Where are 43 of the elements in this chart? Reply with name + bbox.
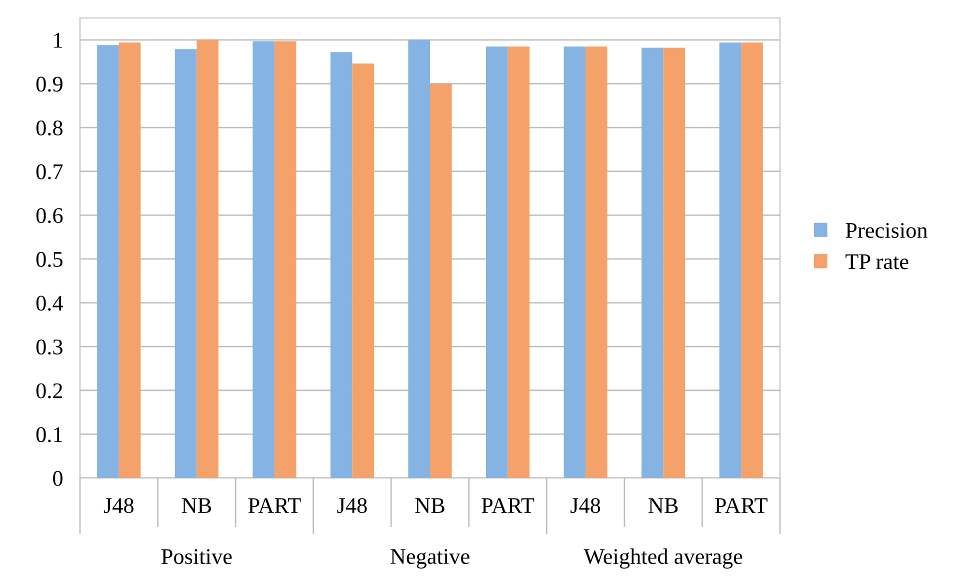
y-tick-label: 0.1 — [36, 427, 62, 442]
bar — [508, 46, 530, 478]
x-tick-label: NB — [648, 498, 678, 513]
x-tick-label: PART — [715, 498, 768, 513]
bar — [97, 45, 119, 478]
legend-label: Precision — [846, 222, 928, 238]
x-tick-label: J48 — [570, 498, 600, 514]
y-tick-label: 0.3 — [36, 340, 62, 355]
bar — [642, 48, 664, 478]
y-tick-label: 1 — [54, 32, 62, 48]
y-tick-label: 0.5 — [36, 252, 62, 267]
bar — [252, 41, 274, 478]
legend-label: TP rate — [846, 254, 908, 270]
bar — [118, 42, 141, 478]
y-tick-label: 0.4 — [36, 296, 63, 311]
bar — [408, 40, 430, 478]
text: Negative — [390, 549, 470, 569]
text: Weighted average — [584, 548, 742, 569]
bar — [352, 64, 374, 478]
x-tick-label: NB — [182, 498, 212, 513]
text: Positive — [162, 549, 232, 564]
bar — [430, 84, 452, 478]
bar — [486, 46, 508, 478]
y-tick-label: 0.9 — [36, 76, 62, 92]
bar — [330, 52, 352, 478]
y-tick-label: 0.2 — [36, 383, 62, 398]
x-tick-label: PART — [248, 498, 301, 513]
x-tick-label: PART — [482, 498, 534, 513]
bar — [586, 46, 608, 478]
x-tick-label: J48 — [104, 498, 134, 514]
y-tick-label: 0 — [53, 470, 62, 486]
x-tick-label: NB — [415, 498, 444, 513]
y-tick-label: 0.6 — [36, 208, 63, 224]
bar — [174, 49, 197, 478]
y-tick-label: 0.7 — [36, 164, 63, 180]
bar — [196, 40, 218, 478]
x-tick-label: J48 — [337, 498, 367, 514]
bar — [719, 42, 742, 478]
bar — [274, 41, 296, 478]
y-tick-label: 0.8 — [36, 120, 62, 136]
bar — [663, 48, 686, 478]
bar — [741, 42, 763, 478]
bar — [564, 46, 586, 478]
